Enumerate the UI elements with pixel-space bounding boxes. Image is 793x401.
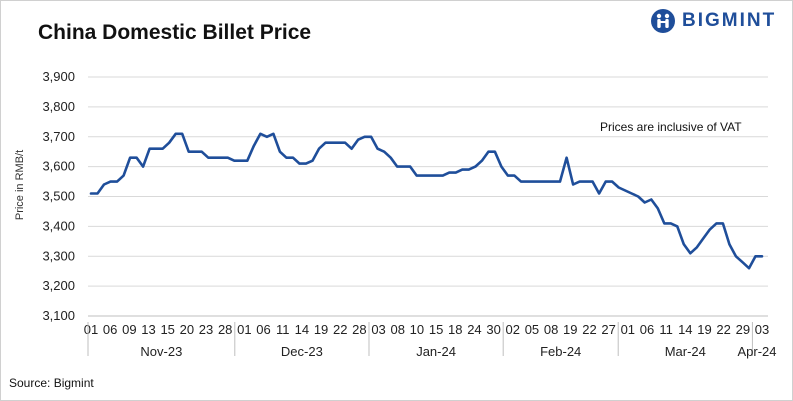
x-tick-label: 29 — [736, 322, 750, 337]
x-month-label: Jan-24 — [416, 344, 456, 359]
x-tick-label: 22 — [582, 322, 596, 337]
x-month-label: Feb-24 — [540, 344, 581, 359]
x-tick-label: 01 — [237, 322, 251, 337]
x-tick-label: 28 — [352, 322, 366, 337]
x-tick-label: 18 — [448, 322, 462, 337]
series-layer — [89, 132, 764, 270]
x-tick-label: 24 — [467, 322, 481, 337]
x-tick-label: 22 — [333, 322, 347, 337]
x-tick-label: 03 — [755, 322, 769, 337]
x-tick-label: 08 — [391, 322, 405, 337]
x-tick-label: 19 — [563, 322, 577, 337]
x-tick-label: 09 — [122, 322, 136, 337]
x-month-label: Apr-24 — [737, 344, 776, 359]
y-tick-label: 3,800 — [42, 99, 75, 114]
x-tick-label: 10 — [410, 322, 424, 337]
y-tick-label: 3,200 — [42, 278, 75, 293]
x-tick-label: 15 — [429, 322, 443, 337]
x-tick-label: 27 — [601, 322, 615, 337]
x-tick-label: 23 — [199, 322, 213, 337]
price-series-line — [89, 132, 764, 270]
x-tick-label: 30 — [486, 322, 500, 337]
x-tick-label: 06 — [103, 322, 117, 337]
source-note: Source: Bigmint — [9, 376, 94, 390]
x-tick-label: 01 — [621, 322, 635, 337]
x-tick-label: 06 — [640, 322, 654, 337]
x-tick-label: 14 — [295, 322, 309, 337]
bigmint-logo: BIGMINT — [650, 8, 776, 34]
x-tick-label: 05 — [525, 322, 539, 337]
vat-annotation: Prices are inclusive of VAT — [600, 120, 742, 134]
x-tick-label: 11 — [276, 322, 290, 337]
x-tick-label: 28 — [218, 322, 232, 337]
x-tick-label: 03 — [371, 322, 385, 337]
bigmint-logo-icon — [651, 9, 675, 33]
y-tick-label: 3,300 — [42, 248, 75, 263]
y-axis-ticks: 3,100 3,200 3,300 3,400 3,500 3,600 3,700 3,800… — [42, 69, 75, 323]
x-tick-label: 15 — [160, 322, 174, 337]
x-tick-label: 22 — [716, 322, 730, 337]
x-month-label: Mar-24 — [665, 344, 706, 359]
x-month-label: Dec-23 — [281, 344, 323, 359]
x-tick-label: 06 — [256, 322, 270, 337]
y-tick-label: 3,100 — [42, 308, 75, 323]
x-tick-label: 19 — [314, 322, 328, 337]
y-tick-label: 3,900 — [42, 69, 75, 84]
y-tick-label: 3,400 — [42, 218, 75, 233]
x-tick-label: 01 — [84, 322, 98, 337]
y-axis-label: Price in RMB/t — [14, 150, 26, 220]
y-tick-label: 3,700 — [42, 129, 75, 144]
y-tick-label: 3,600 — [42, 159, 75, 174]
logo-text: BIGMINT — [682, 10, 777, 31]
chart-title: China Domestic Billet Price — [38, 21, 312, 44]
y-tick-label: 3,500 — [42, 189, 75, 204]
x-tick-label: 19 — [697, 322, 711, 337]
x-tick-label: 08 — [544, 322, 558, 337]
x-axis: 01 06 09 13 15 20 23 28 01 06 11 14 19 22 28 03 08 10 15 18… — [84, 315, 777, 359]
x-tick-label: 14 — [678, 322, 692, 337]
x-month-label: Nov-23 — [140, 344, 182, 359]
x-tick-label: 13 — [141, 322, 155, 337]
gridlines — [88, 76, 768, 317]
x-tick-label: 20 — [180, 322, 194, 337]
x-tick-label: 02 — [506, 322, 520, 337]
x-tick-label: 11 — [659, 322, 673, 337]
